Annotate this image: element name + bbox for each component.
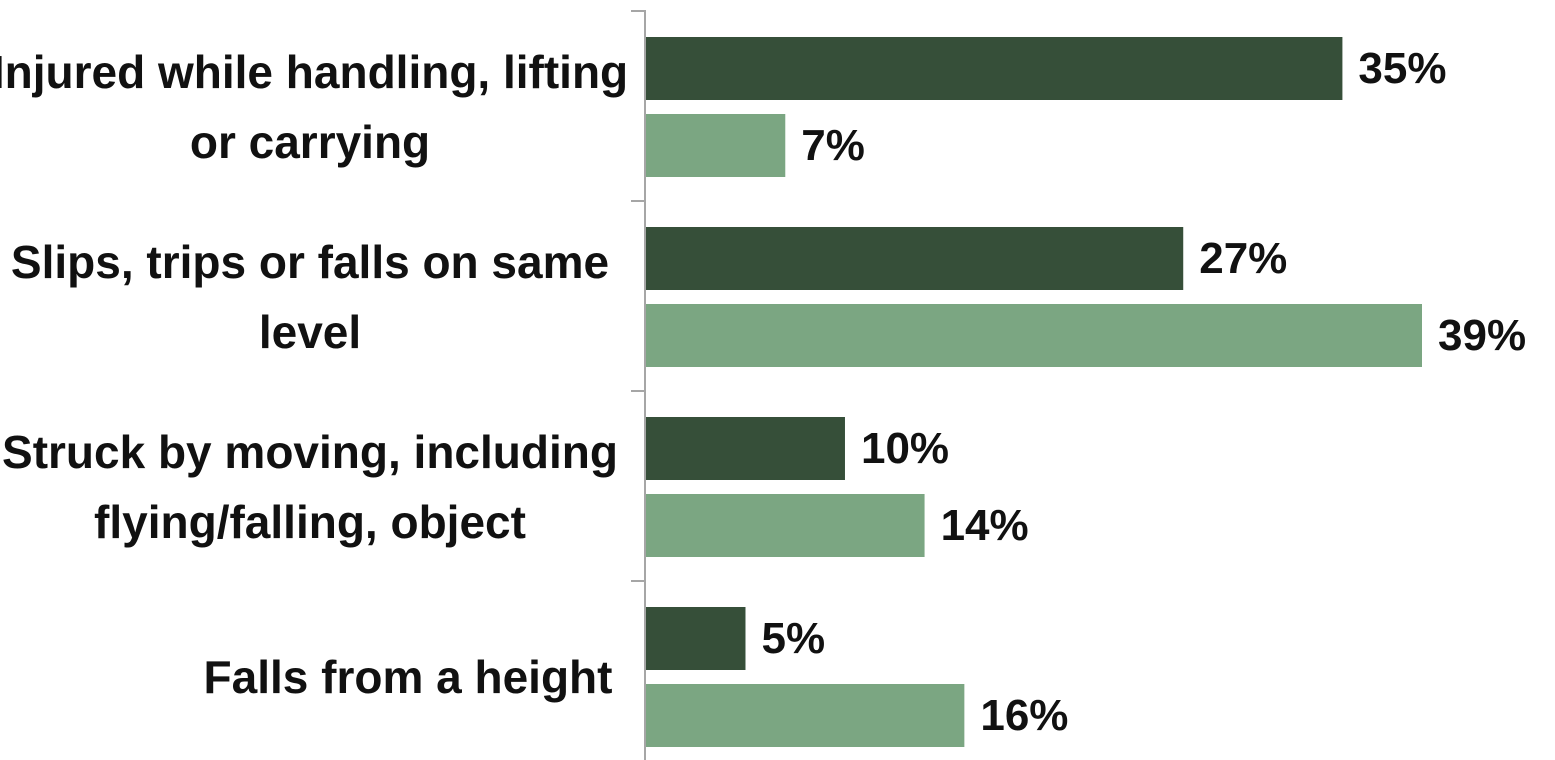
bar-series2-1 bbox=[646, 114, 786, 177]
category-label-2: Slips, trips or falls on same level bbox=[11, 236, 609, 358]
category-axis bbox=[631, 10, 646, 760]
category-label-3: Struck by moving, including flying/fallin… bbox=[2, 426, 618, 548]
data-label-series1-1: 35% bbox=[1358, 44, 1446, 93]
data-label-series2-4: 16% bbox=[980, 691, 1068, 740]
bar-series2-2 bbox=[646, 304, 1422, 367]
data-label-series2-2: 39% bbox=[1438, 311, 1526, 360]
bar-series1-1 bbox=[646, 37, 1343, 100]
bar-series1-4 bbox=[646, 607, 746, 670]
category-label-4: Falls from a height bbox=[204, 651, 613, 703]
data-label-series2-1: 7% bbox=[801, 121, 865, 170]
bar-series2-3 bbox=[646, 494, 925, 557]
data-labels: 35% 27% 10% 5% 7% 39% 14% 16% bbox=[761, 44, 1526, 740]
data-label-series1-3: 10% bbox=[861, 424, 949, 473]
data-label-series1-2: 27% bbox=[1199, 234, 1287, 283]
bar-series2-4 bbox=[646, 684, 965, 747]
data-label-series2-3: 14% bbox=[941, 501, 1029, 550]
data-label-series1-4: 5% bbox=[761, 614, 825, 663]
bar-series1-2 bbox=[646, 227, 1184, 290]
bars bbox=[646, 37, 1422, 747]
category-label-1: Injured while handling, lifting or carryi… bbox=[0, 46, 628, 168]
category-labels: Injured while handling, lifting or carryi… bbox=[0, 46, 628, 703]
bar-series1-3 bbox=[646, 417, 845, 480]
